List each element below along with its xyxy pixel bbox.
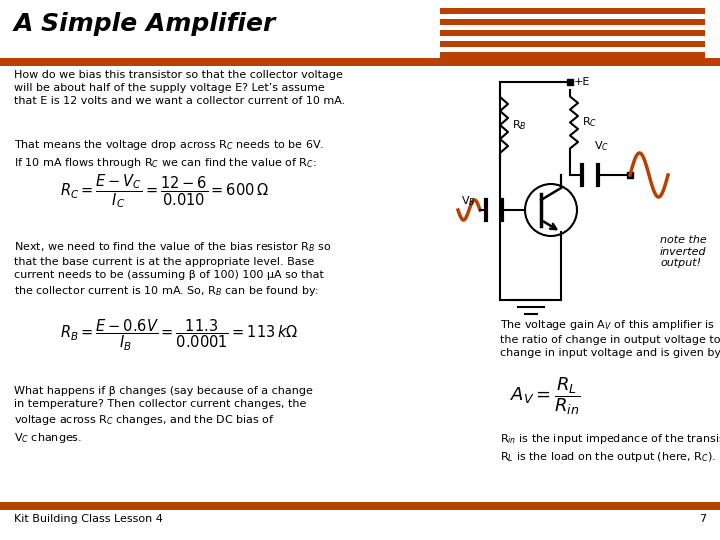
Text: note the
inverted
output!: note the inverted output!: [660, 235, 707, 268]
Bar: [440, 30, 705, 36]
Text: How do we bias this transistor so that the collector voltage
will be about half : How do we bias this transistor so that t…: [14, 70, 346, 106]
Text: A Simple Amplifier: A Simple Amplifier: [14, 12, 276, 36]
Bar: [0, 502, 720, 510]
Text: R$_B$: R$_B$: [512, 118, 526, 132]
Text: V$_B$: V$_B$: [461, 194, 475, 208]
Text: That means the voltage drop across R$_C$ needs to be 6V.
If 10 mA flows through : That means the voltage drop across R$_C$…: [14, 138, 324, 170]
Text: R$_{in}$ is the input impedance of the transistor.
R$_L$ is the load on the outp: R$_{in}$ is the input impedance of the t…: [500, 432, 720, 464]
Text: The voltage gain A$_V$ of this amplifier is
the ratio of change in output voltag: The voltage gain A$_V$ of this amplifier…: [500, 318, 720, 359]
Text: Kit Building Class Lesson 4: Kit Building Class Lesson 4: [14, 514, 163, 524]
Bar: [440, 52, 705, 58]
Bar: [440, 19, 705, 25]
Text: R$_C$: R$_C$: [582, 116, 597, 130]
Text: $R_B = \dfrac{E - 0.6V}{I_B} = \dfrac{11.3}{0.0001} = 113\,k\Omega$: $R_B = \dfrac{E - 0.6V}{I_B} = \dfrac{11…: [60, 318, 298, 353]
Text: What happens if β changes (say because of a change
in temperature? Then collecto: What happens if β changes (say because o…: [14, 386, 313, 445]
Text: Next, we need to find the value of the bias resistor R$_B$ so
that the base curr: Next, we need to find the value of the b…: [14, 240, 332, 298]
Text: +E: +E: [574, 77, 590, 87]
Bar: [440, 8, 705, 14]
Bar: [440, 41, 705, 47]
Text: 7: 7: [699, 514, 706, 524]
Text: V$_C$: V$_C$: [594, 139, 609, 153]
Text: $A_V = \dfrac{R_L}{R_{in}}$: $A_V = \dfrac{R_L}{R_{in}}$: [510, 375, 581, 417]
Text: $R_C = \dfrac{E - V_C}{I_C} = \dfrac{12 - 6}{0.010} = 600\,\Omega$: $R_C = \dfrac{E - V_C}{I_C} = \dfrac{12 …: [60, 172, 269, 210]
Bar: [0, 58, 720, 66]
